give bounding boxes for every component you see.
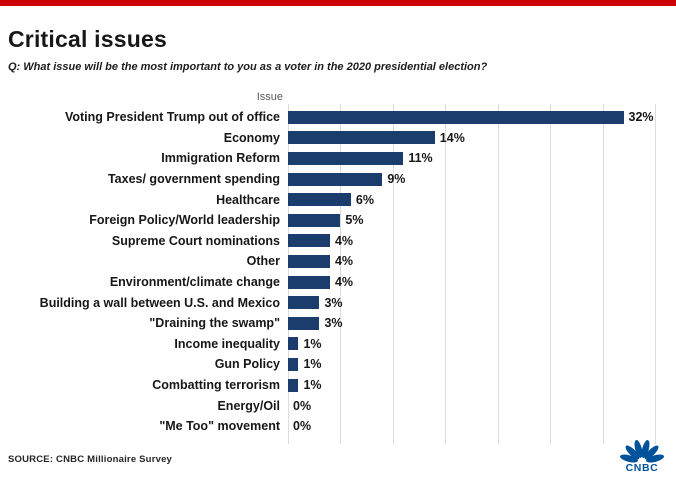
chart-row: Combatting terrorism 1% — [0, 375, 676, 396]
bar-value: 3% — [324, 316, 343, 331]
bar-label: "Draining the swamp" — [149, 316, 280, 331]
bar-label: Healthcare — [216, 192, 280, 207]
chart-row: Environment/climate change 4% — [0, 272, 676, 293]
bar-label: Voting President Trump out of office — [64, 110, 280, 125]
bar-area: 9% — [288, 172, 655, 186]
bar-label: Income inequality — [174, 336, 280, 351]
top-accent-bar — [0, 0, 676, 6]
chart-row: Healthcare 6% — [0, 189, 676, 210]
cnbc-logo-text: CNBC — [625, 462, 659, 474]
bar-value: 0% — [293, 398, 312, 413]
bar — [288, 296, 320, 310]
gridline — [497, 104, 499, 444]
bar-value: 1% — [303, 378, 322, 393]
bar — [288, 234, 330, 248]
bar-label: Immigration Reform — [161, 151, 280, 166]
bar — [288, 357, 299, 371]
bar — [288, 316, 320, 330]
bar-area: 4% — [288, 275, 655, 289]
chart-subtitle: Q: What issue will be the most important… — [8, 61, 488, 73]
bar-area: 0% — [288, 399, 655, 413]
bar — [288, 110, 624, 124]
chart-row: Income inequality 1% — [0, 334, 676, 355]
bar-value: 4% — [334, 275, 354, 290]
gridline — [550, 104, 552, 444]
bar — [288, 131, 435, 145]
gridline — [445, 104, 447, 444]
bar-value: 11% — [408, 151, 433, 166]
cnbc-peacock-icon — [620, 440, 664, 463]
bar-area: 11% — [288, 151, 655, 165]
bar-value: 4% — [334, 233, 354, 248]
chart-row: Taxes/ government spending 9% — [0, 169, 676, 190]
bar-label: Supreme Court nominations — [111, 233, 280, 248]
chart-row: Supreme Court nominations 4% — [0, 231, 676, 252]
bar-value: 3% — [324, 295, 343, 310]
bar-label: Taxes/ government spending — [107, 172, 280, 187]
chart-row: Immigration Reform 11% — [0, 148, 676, 169]
bar-value: 1% — [303, 336, 322, 351]
gridline — [392, 104, 394, 444]
bar-area: 32% — [288, 110, 655, 124]
chart-row: "Draining the swamp" 3% — [0, 313, 676, 334]
bar — [288, 337, 299, 351]
bar-label: Environment/climate change — [109, 275, 280, 290]
bar-area: 6% — [288, 193, 655, 207]
chart-row: Economy 14% — [0, 128, 676, 149]
bar-value: 9% — [387, 172, 406, 187]
bar — [288, 172, 383, 186]
bar-value: 6% — [355, 192, 374, 207]
bar-area: 5% — [288, 213, 655, 227]
bar-label: "Me Too" movement — [159, 419, 280, 434]
chart-row: Voting President Trump out of office 32% — [0, 107, 676, 128]
chart-row: Energy/Oil 0% — [0, 395, 676, 416]
bar-value: 4% — [334, 254, 354, 269]
bar-area: 3% — [288, 296, 655, 310]
cnbc-logo: CNBC — [618, 438, 666, 474]
bar-value: 14% — [439, 130, 465, 145]
page-title: Critical issues — [8, 26, 167, 52]
bar-value: 1% — [303, 357, 322, 372]
gridline — [288, 104, 289, 444]
bar-area: 4% — [288, 254, 655, 268]
bar-area: 1% — [288, 357, 655, 371]
chart-row: Foreign Policy/World leadership 5% — [0, 210, 676, 231]
bar-area: 14% — [288, 131, 655, 145]
bar — [288, 213, 341, 227]
bar-label: Other — [246, 254, 280, 269]
bar-area: 1% — [288, 378, 655, 392]
bar-value: 0% — [293, 419, 312, 434]
bar-label: Foreign Policy/World leadership — [89, 213, 280, 228]
bar-area: 4% — [288, 234, 655, 248]
chart-row: Gun Policy 1% — [0, 354, 676, 375]
bar-label: Energy/Oil — [217, 398, 280, 413]
bar-label: Gun Policy — [214, 357, 280, 372]
bar-area: 1% — [288, 337, 655, 351]
bar-value: 32% — [628, 110, 654, 125]
bar — [288, 378, 299, 392]
chart-row: "Me Too" movement 0% — [0, 416, 676, 437]
bar-value: 5% — [345, 213, 364, 228]
gridline — [602, 104, 604, 444]
gridlines — [288, 104, 656, 444]
source-text: SOURCE: CNBC Millionaire Survey — [8, 454, 173, 465]
bar-label: Combatting terrorism — [152, 378, 280, 393]
bar-label: Economy — [223, 130, 280, 145]
bar — [288, 275, 330, 289]
bar-label: Building a wall between U.S. and Mexico — [39, 295, 280, 310]
gridline — [340, 104, 342, 444]
bar — [288, 193, 351, 207]
bar-area: 3% — [288, 316, 655, 330]
chart-rows: Voting President Trump out of office 32% E… — [0, 107, 676, 437]
chart-row: Building a wall between U.S. and Mexico 3… — [0, 292, 676, 313]
column-header-issue: Issue — [256, 91, 283, 103]
bar — [288, 254, 330, 268]
bar-area: 0% — [288, 419, 655, 433]
gridline — [655, 104, 656, 444]
chart-row: Other 4% — [0, 251, 676, 272]
bar — [288, 151, 404, 165]
